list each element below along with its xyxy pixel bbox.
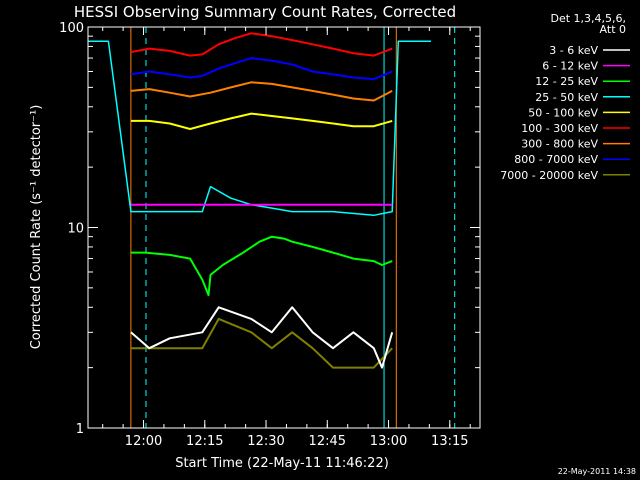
legend-label-7: 800 - 7000 keV [514,153,598,166]
legend-label-5: 100 - 300 keV [521,122,598,135]
footer-timestamp: 22-May-2011 14:38 [558,467,636,476]
plot-layer [87,27,456,428]
x-tick-label-5: 13:15 [431,434,468,449]
series-line-0 [130,306,394,369]
legend-label-2: 12 - 25 keV [535,75,598,88]
legend-header-1: Att 0 [600,23,626,36]
legend-label-8: 7000 - 20000 keV [500,169,598,182]
x-tick-label-3: 12:45 [309,434,346,449]
series-line-5 [130,32,393,57]
legend-label-6: 300 - 800 keV [521,138,598,151]
axes-layer: 12:00 12:15 12:30 12:45 13:00 13:15 1 10 100 [59,21,481,449]
series-line-4 [130,112,393,130]
legend-label-3: 25 - 50 keV [535,91,598,104]
series-line-2 [130,235,393,297]
x-tick-label-1: 12:15 [186,434,223,449]
y-tick-label-2: 100 [59,21,84,36]
legend-label-0: 3 - 6 keV [549,44,598,57]
chart-title: HESSI Observing Summary Count Rates, Cor… [74,3,456,21]
legend-label-1: 6 - 12 keV [542,60,598,73]
x-tick-label-4: 13:00 [370,434,407,449]
y-tick-label-0: 1 [76,422,84,437]
y-tick-label-1: 10 [67,222,84,237]
series-line-8 [130,317,393,369]
legend-header-0: Det 1,3,4,5,6, [550,12,626,25]
legend-label-4: 50 - 100 keV [528,106,598,119]
legend: Det 1,3,4,5,6,Att 03 - 6 keV 6 - 12 keV 12… [500,12,630,182]
x-tick-label-0: 12:00 [125,434,162,449]
series-line-7 [130,57,393,81]
x-axis-label: Start Time (22-May-11 11:46:22) [175,456,389,471]
x-tick-label-2: 12:30 [247,434,284,449]
series-line-6 [130,81,393,102]
y-axis-label: Corrected Count Rate (s⁻¹ detector⁻¹) [29,105,44,350]
